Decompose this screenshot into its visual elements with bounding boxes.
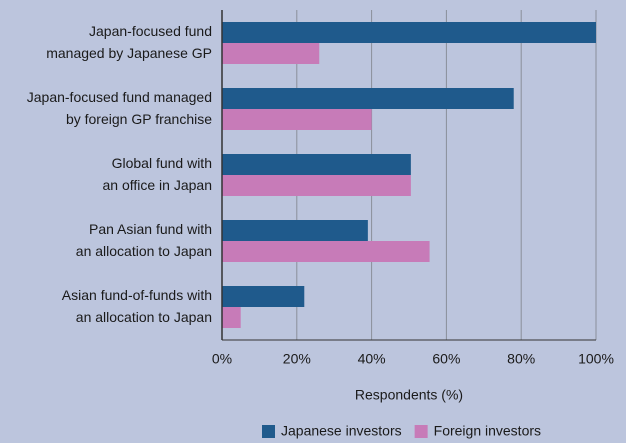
- bar: [222, 154, 411, 175]
- y-tick-label-line: Japan-focused fund: [89, 23, 212, 39]
- legend-label: Japanese investors: [281, 423, 402, 439]
- x-tick-label: 20%: [283, 351, 311, 367]
- y-tick-label-line: Japan-focused fund managed: [27, 89, 212, 105]
- y-tick-label: Pan Asian fund with an allocation to Japa…: [76, 221, 212, 259]
- y-tick-label-line: Pan Asian fund with: [89, 221, 212, 237]
- bar: [222, 22, 596, 43]
- bar: [222, 241, 430, 262]
- y-tick-label-line: by foreign GP franchise: [66, 111, 212, 127]
- legend-swatch: [262, 425, 275, 438]
- bar: [222, 88, 514, 109]
- x-tick-label: 40%: [358, 351, 386, 367]
- y-tick-label: Asian fund-of-funds with an allocation to…: [62, 287, 212, 325]
- x-tick-label: 0%: [212, 351, 232, 367]
- y-tick-label-line: an office in Japan: [103, 177, 213, 193]
- y-tick-label-line: managed by Japanese GP: [46, 45, 212, 61]
- x-tick-label: 60%: [432, 351, 460, 367]
- x-axis-label: Respondents (%): [355, 387, 463, 403]
- bar: [222, 175, 411, 196]
- y-tick-label-line: Global fund with: [112, 155, 212, 171]
- y-tick-label: Global fund with an office in Japan: [103, 155, 213, 193]
- y-tick-label-line: an allocation to Japan: [76, 309, 212, 325]
- y-tick-label-line: Asian fund-of-funds with: [62, 287, 212, 303]
- bar: [222, 109, 372, 130]
- y-tick-label: Japan-focused fund managed by foreign GP …: [27, 89, 212, 127]
- x-tick-label: 100%: [578, 351, 614, 367]
- y-tick-label-line: an allocation to Japan: [76, 243, 212, 259]
- legend-swatch: [414, 425, 428, 438]
- x-tick-label: 80%: [507, 351, 535, 367]
- bar: [222, 286, 305, 307]
- bar: [222, 220, 368, 241]
- legend-label: Foreign investors: [434, 423, 541, 439]
- y-tick-label: Japan-focused fund managed by Japanese GP: [46, 23, 212, 61]
- bar: [222, 43, 320, 64]
- bar: [222, 307, 241, 328]
